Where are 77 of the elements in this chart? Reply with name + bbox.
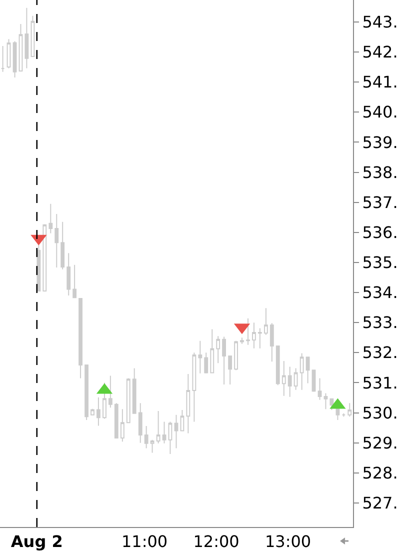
candlestick — [84, 364, 88, 420]
candlestick — [48, 203, 53, 234]
candlestick — [138, 402, 142, 444]
candlestick — [348, 402, 352, 418]
candlestick — [198, 340, 202, 374]
y-tick-label: 531. — [362, 373, 398, 392]
candlestick — [192, 352, 196, 422]
candlestick — [318, 378, 322, 400]
y-tick-label: 537. — [362, 192, 398, 212]
y-tick-label: 538. — [362, 162, 398, 182]
candlestick — [18, 24, 23, 72]
candlestick — [180, 410, 184, 432]
y-tick-label: 528. — [362, 463, 398, 482]
y-tick-label: 541. — [362, 72, 398, 92]
y-tick-label: 530. — [362, 403, 398, 422]
x-tick-label: 11:00 — [121, 532, 168, 552]
candlestick — [72, 264, 77, 298]
candlestick — [252, 322, 256, 349]
candlestick — [30, 15, 35, 58]
y-tick-label: 534. — [362, 283, 398, 302]
candlestick — [324, 392, 328, 410]
candlestick — [132, 368, 136, 414]
candlestick — [114, 402, 118, 439]
y-tick-label: 540. — [362, 102, 398, 122]
candlestick — [282, 360, 286, 396]
candlestick — [276, 346, 280, 386]
candlestick — [108, 375, 112, 408]
candlestick — [306, 356, 310, 384]
candlestick — [300, 352, 304, 390]
candlestick — [54, 214, 59, 268]
candlestick — [24, 7, 29, 69]
candlestick — [234, 340, 238, 371]
candlestick — [12, 40, 17, 78]
candlestick — [270, 322, 274, 362]
candlestick — [210, 328, 214, 374]
candlestick — [222, 336, 226, 385]
candlestick — [264, 308, 268, 336]
x-tick-label: Aug 2 — [10, 532, 63, 552]
y-tick-label: 543. — [362, 12, 398, 32]
candlestick — [78, 298, 82, 379]
candlestick — [168, 421, 172, 454]
candlestick — [156, 410, 160, 444]
candlestick — [42, 224, 47, 292]
candlestick — [90, 408, 94, 416]
candlestick — [102, 382, 106, 420]
candlestick — [126, 378, 130, 424]
x-tick-label: 13:00 — [264, 532, 312, 552]
candlestick — [144, 425, 148, 449]
y-tick-label: 536. — [362, 222, 398, 242]
candlestick — [246, 318, 250, 346]
candlestick — [150, 439, 154, 454]
candlestick — [162, 421, 166, 444]
candlestick — [258, 328, 262, 349]
y-tick-label: 532. — [362, 343, 398, 362]
candlestick — [330, 398, 334, 411]
candlestick — [342, 412, 346, 418]
candlestick — [228, 355, 232, 385]
candlestick — [204, 352, 208, 374]
candlestick — [96, 396, 100, 426]
candlestick — [216, 336, 220, 364]
candlestick — [0, 46, 5, 72]
candlestick — [288, 366, 292, 398]
candlestick — [120, 408, 124, 442]
y-tick-label: 527. — [362, 494, 398, 513]
y-tick-label: 539. — [362, 132, 398, 152]
candlestick — [60, 221, 65, 270]
candlestick — [186, 373, 190, 434]
y-tick-label: 529. — [362, 433, 398, 452]
y-tick-label: 533. — [362, 313, 398, 332]
y-tick-label: 535. — [362, 253, 398, 272]
candlestick — [66, 252, 71, 296]
candlestick — [174, 414, 178, 449]
y-tick-label: 542. — [362, 42, 398, 62]
candlestick — [240, 337, 244, 344]
candlestick — [294, 368, 298, 390]
candlestick — [6, 38, 11, 69]
x-tick-label: 12:00 — [193, 532, 240, 552]
